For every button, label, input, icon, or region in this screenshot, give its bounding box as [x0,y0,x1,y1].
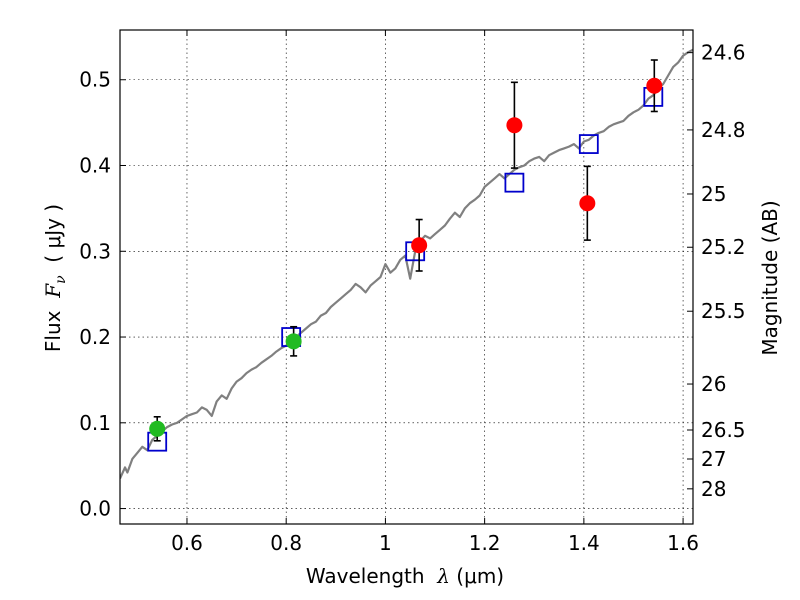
x-tick-label: 0.6 [171,531,203,555]
y-axis-label-symbol: F [41,283,65,299]
x-axis-label-symbol: λ [436,564,450,588]
y-tick-label: 0.0 [79,497,111,521]
nir-point [411,237,428,254]
mag-tick-label: 25 [701,182,726,206]
nir-point [646,77,663,94]
mag-tick-label: 24.6 [701,41,746,65]
model-photometry-square [504,172,525,193]
x-tick-label: 1.2 [469,531,501,555]
y-axis-label-unit: ( μJy ) [41,204,65,276]
axis-ticks: 0.6 0.8 1 1.2 1.4 1.6 0.0 0.1 0.2 0.3 0.4 0.5 24.6 24… [79,30,746,555]
y-axis-label: Flux Fν ( μJy ) [41,204,69,352]
mag-tick-label: 26.5 [701,418,746,442]
y-tick-label: 0.5 [79,68,111,92]
mag-tick-label: 27 [701,447,726,471]
plot-frame [119,29,694,525]
x-axis-label-prefix: Wavelength [306,564,437,588]
y-tick-label: 0.4 [79,154,111,178]
right-axis-label: Magnitude (AB) [758,200,782,355]
model-spectrum-line [120,48,693,479]
x-tick-label: 0.8 [270,531,302,555]
optical-point [149,420,166,437]
plot-series [120,48,693,479]
mag-tick-label: 25.2 [701,235,746,259]
x-tick-label: 1 [379,531,392,555]
grid [120,30,693,524]
optical-point [285,333,302,350]
mag-tick-label: 26 [701,372,726,396]
model-photometry-square [578,134,599,154]
y-tick-label: 0.2 [79,325,111,349]
y-axis-label-prefix: Flux [41,298,65,352]
mag-tick-label: 28 [701,477,726,501]
mag-tick-label: 25.5 [701,299,746,323]
y-tick-label: 0.1 [79,411,111,435]
nir-point [579,195,596,212]
mag-tick-label: 24.8 [701,118,746,142]
x-axis-label-unit: (μm) [450,564,504,588]
x-axis-label: Wavelength λ (μm) [306,564,504,588]
nir-point [506,117,523,134]
y-tick-label: 0.3 [79,239,111,263]
x-tick-label: 1.6 [667,531,699,555]
y-axis-label-subscript: ν [53,275,69,284]
x-tick-label: 1.4 [568,531,600,555]
